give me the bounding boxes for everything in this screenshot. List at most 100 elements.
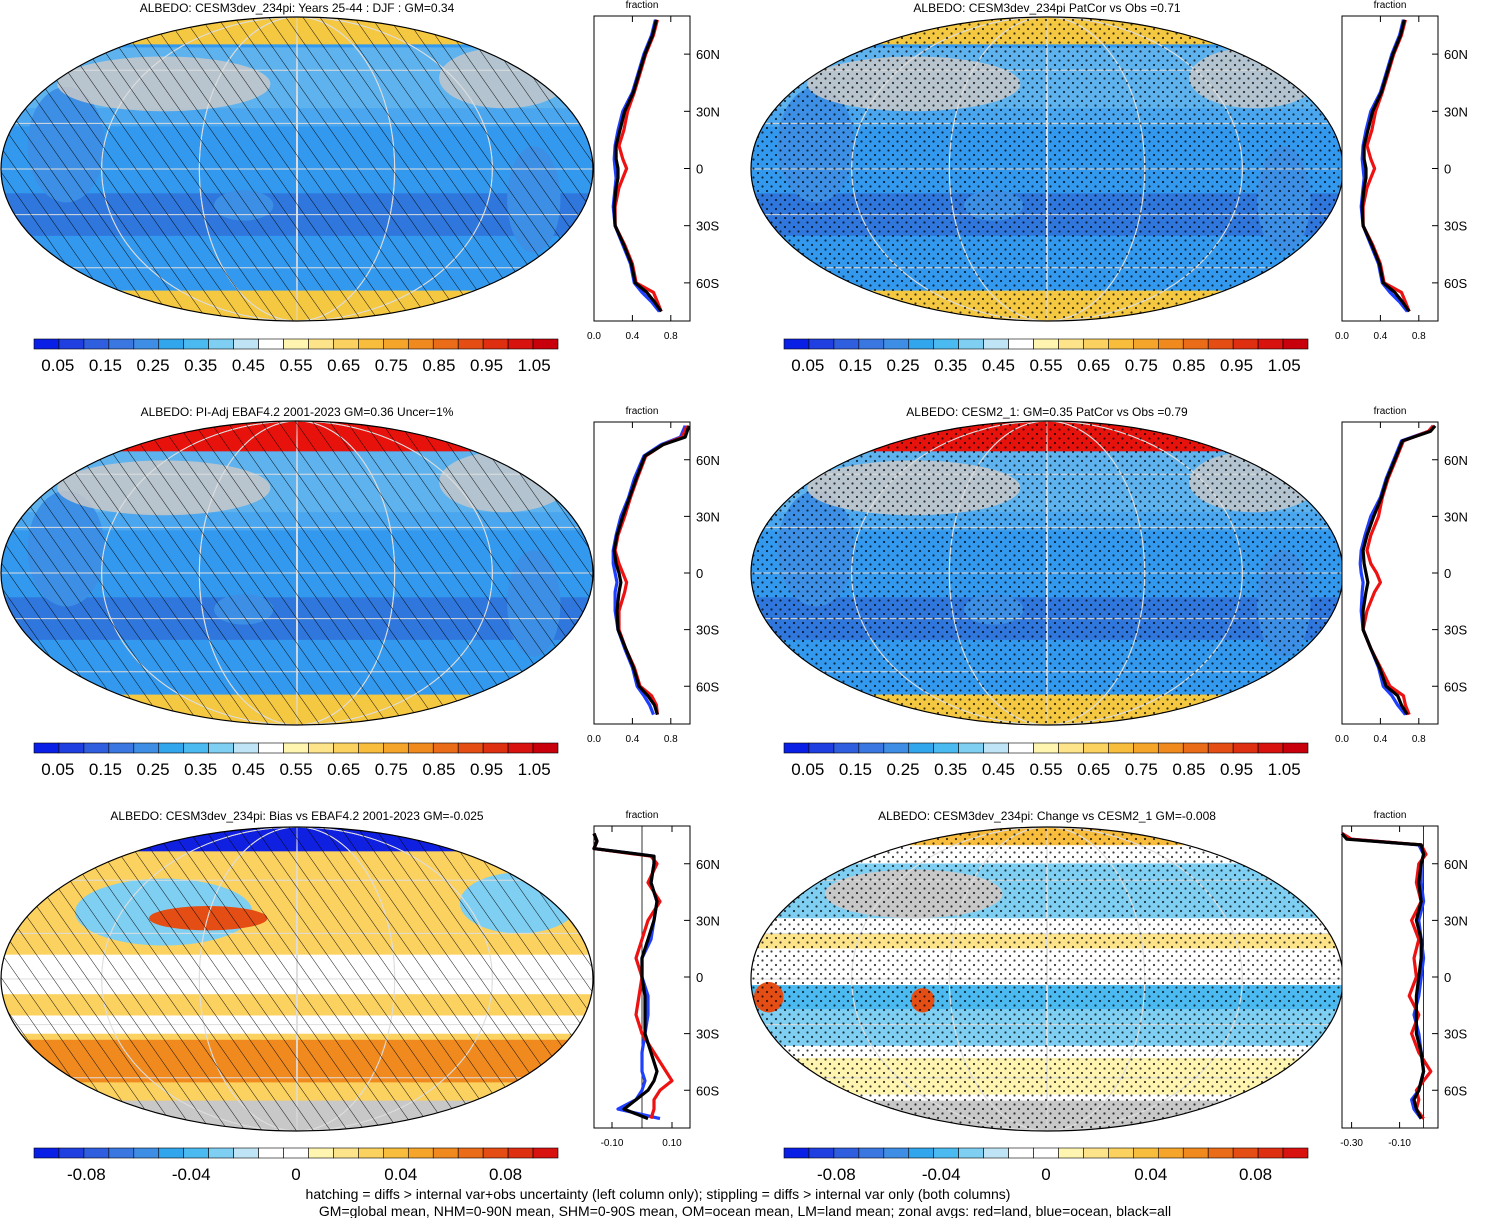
colorbar-swatch [1157, 1147, 1184, 1159]
colorbar-label: 0.65 [327, 760, 360, 779]
colorbar-swatch [833, 338, 860, 350]
colorbar-swatch [183, 742, 209, 754]
panel-5-title: ALBEDO: CESM3dev_234pi: Bias vs EBAF4.2 … [110, 809, 484, 823]
colorbar-label: -0.04 [922, 1165, 961, 1184]
panel-6-map [750, 826, 1344, 1132]
colorbar-swatch [58, 1147, 85, 1159]
colorbar-swatch [883, 338, 910, 350]
panel-2-title: ALBEDO: CESM3dev_234pi PatCor vs Obs =0.… [913, 1, 1180, 15]
x-tick-label: -0.10 [1388, 1138, 1411, 1149]
y-tick-label: 60N [1444, 857, 1468, 872]
colorbar-swatch [958, 1147, 984, 1159]
colorbar-label: 0.55 [1029, 760, 1062, 779]
colorbar-swatch [933, 338, 959, 350]
colorbar-swatch [1083, 742, 1109, 754]
colorbar-swatch [1058, 742, 1084, 754]
colorbar-swatch [83, 338, 110, 350]
colorbar-swatch [1083, 338, 1109, 350]
panel-5-zonal-plot: fraction 60N 30N 0 30S 60S -0.10 0.10 [592, 810, 720, 1149]
colorbar-swatch [958, 742, 984, 754]
colorbar-swatch [1257, 338, 1284, 350]
panel-2-map [750, 16, 1344, 322]
panel-6-title: ALBEDO: CESM3dev_234pi: Change vs CESM2_… [878, 809, 1216, 823]
colorbar-swatch [532, 1147, 559, 1159]
footer-line-1: hatching = diffs > internal var+obs unce… [306, 1186, 1011, 1202]
colorbar-swatch [1033, 1147, 1059, 1159]
y-tick-label: 60N [1444, 453, 1468, 468]
colorbar-swatch [457, 742, 484, 754]
colorbar-swatch [283, 338, 309, 350]
colorbar-swatch [1282, 338, 1309, 350]
footer-line-2: GM=global mean, NHM=0-90N mean, SHM=0-90… [319, 1203, 1171, 1218]
y-tick-label: 30N [696, 104, 720, 119]
x-tick-label: 0.4 [1373, 734, 1387, 745]
x-tick-label: 0.10 [662, 1138, 682, 1149]
colorbar-swatch [58, 742, 85, 754]
colorbar-label: 0.08 [1239, 1165, 1272, 1184]
colorbar-swatch [83, 742, 110, 754]
map-boundary [0, 826, 594, 1132]
colorbar-label: 0.35 [184, 356, 217, 375]
colorbar-swatch [83, 1147, 110, 1159]
colorbar-label: 1.05 [1268, 356, 1301, 375]
x-tick-label: 0.4 [1373, 331, 1387, 342]
y-tick-label: 60S [1444, 276, 1467, 291]
colorbar-swatch [833, 1147, 860, 1159]
colorbar-swatch [507, 338, 534, 350]
colorbar-swatch [482, 338, 509, 350]
colorbar-swatch [532, 338, 559, 350]
colorbar-swatch [258, 338, 284, 350]
stippling-overlay [751, 17, 1343, 321]
colorbar-label: 0.04 [1134, 1165, 1167, 1184]
colorbar-swatch [358, 742, 384, 754]
panel-6-colorbar: -0.08 -0.04 0 0.04 0.08 [783, 1147, 1309, 1184]
colorbar-swatch [208, 742, 234, 754]
colorbar-swatch [1257, 1147, 1284, 1159]
colorbar-swatch [883, 1147, 910, 1159]
colorbar-swatch [407, 742, 434, 754]
y-tick-label: 60N [1444, 47, 1468, 62]
colorbar-swatch [1133, 338, 1159, 350]
zonal-top-label: fraction [1374, 0, 1407, 11]
colorbar-label: 0.45 [982, 356, 1015, 375]
colorbar-swatch [1232, 1147, 1259, 1159]
hatching-overlay [1, 827, 593, 1131]
colorbar-swatch [1133, 742, 1159, 754]
colorbar-label: -0.04 [172, 1165, 211, 1184]
colorbar-swatch [358, 1147, 384, 1159]
panel-3: ALBEDO: PI-Adj EBAF4.2 2001-2023 GM=0.36… [0, 405, 720, 779]
colorbar-swatch [333, 1147, 359, 1159]
colorbar-label: 1.05 [518, 760, 551, 779]
panel-1: ALBEDO: CESM3dev_234pi: Years 25-44 : DJ… [0, 0, 720, 375]
colorbar-swatch [1282, 1147, 1309, 1159]
colorbar-label: 0.35 [184, 760, 217, 779]
x-tick-label: 0.0 [587, 331, 601, 342]
colorbar-swatch [1008, 338, 1034, 350]
y-tick-label: 0 [1444, 970, 1451, 985]
colorbar-label: 0.95 [1220, 356, 1253, 375]
colorbar-swatch [58, 338, 85, 350]
y-tick-label: 30S [696, 1027, 719, 1042]
panel-6-zonal-plot: fraction 60N 30N 0 30S 60S -0.30 -0.10 [1340, 810, 1468, 1149]
colorbar-label: 0.25 [137, 760, 170, 779]
colorbar-swatch [933, 1147, 959, 1159]
colorbar-label: -0.08 [817, 1165, 856, 1184]
colorbar-label: 0.85 [422, 760, 455, 779]
colorbar-swatch [358, 338, 384, 350]
colorbar-swatch [908, 1147, 935, 1159]
panel-3-colorbar: 0.05 0.15 0.25 0.35 0.45 0.55 0.65 0.75 0.85 0.95… [33, 742, 559, 779]
stippling-overlay [751, 827, 1343, 1131]
y-tick-label: 60N [696, 453, 720, 468]
colorbar-swatch [783, 1147, 810, 1159]
zonal-series-line [1361, 424, 1437, 716]
hatching-overlay [1, 421, 593, 725]
colorbar-label: 0.65 [1077, 760, 1110, 779]
colorbar-label: 0.75 [375, 760, 408, 779]
colorbar-swatch [283, 1147, 309, 1159]
colorbar-swatch [208, 1147, 234, 1159]
colorbar-label: 0.55 [1029, 356, 1062, 375]
colorbar-swatch [258, 742, 284, 754]
colorbar-swatch [432, 742, 459, 754]
colorbar-label: 0.85 [422, 356, 455, 375]
colorbar-swatch [1207, 1147, 1234, 1159]
